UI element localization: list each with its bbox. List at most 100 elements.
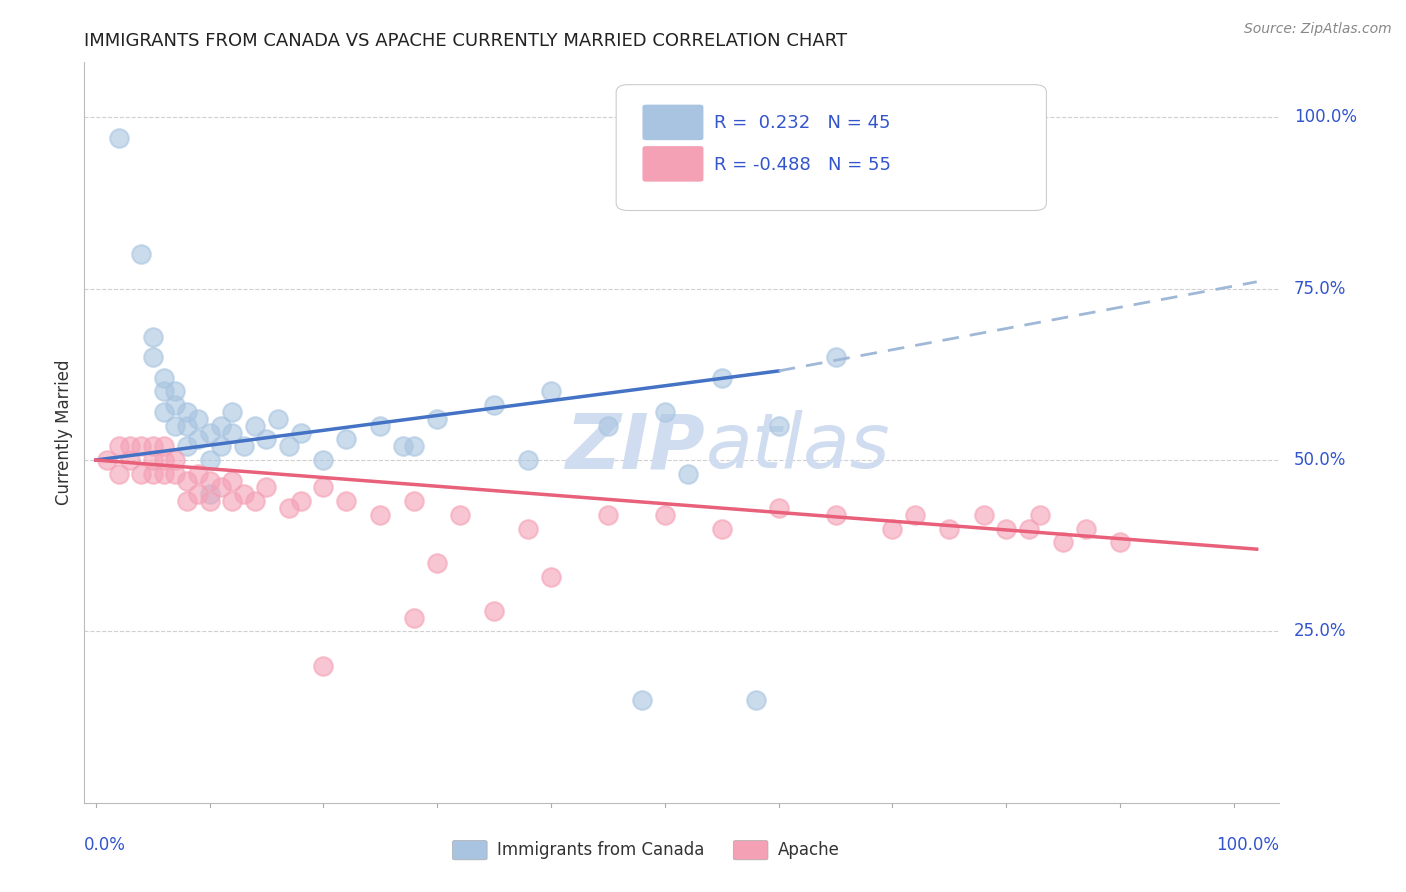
Point: [368, 508, 391, 522]
Point: [540, 569, 562, 583]
Point: [142, 453, 165, 467]
Point: [540, 384, 562, 399]
Point: [221, 494, 243, 508]
Point: [187, 487, 209, 501]
Point: [312, 658, 335, 673]
Point: [482, 604, 505, 618]
Point: [165, 384, 187, 399]
Point: [312, 453, 335, 467]
Text: 25.0%: 25.0%: [1294, 623, 1347, 640]
Text: atlas: atlas: [706, 410, 890, 484]
Point: [221, 474, 243, 488]
Point: [256, 480, 278, 494]
Point: [142, 329, 165, 343]
Point: [995, 522, 1018, 536]
Point: [710, 371, 733, 385]
Point: [118, 453, 141, 467]
Text: 100.0%: 100.0%: [1294, 108, 1357, 127]
Point: [107, 439, 129, 453]
Point: [198, 474, 221, 488]
Text: Source: ZipAtlas.com: Source: ZipAtlas.com: [1244, 22, 1392, 37]
Point: [209, 439, 232, 453]
Point: [938, 522, 960, 536]
Point: [165, 398, 187, 412]
Point: [290, 425, 312, 440]
Point: [768, 418, 790, 433]
Point: [153, 384, 176, 399]
Point: [243, 494, 266, 508]
Point: [176, 405, 198, 419]
Point: [426, 556, 449, 570]
Point: [165, 467, 187, 481]
Point: [107, 467, 129, 481]
Point: [198, 425, 221, 440]
Point: [1018, 522, 1040, 536]
Point: [1109, 535, 1132, 549]
Point: [107, 131, 129, 145]
Point: [335, 494, 357, 508]
Point: [129, 467, 152, 481]
Point: [142, 350, 165, 364]
Point: [176, 474, 198, 488]
Point: [404, 610, 426, 624]
Point: [676, 467, 699, 481]
Point: [267, 412, 290, 426]
Point: [209, 480, 232, 494]
Point: [631, 693, 654, 707]
Point: [1052, 535, 1074, 549]
FancyBboxPatch shape: [643, 146, 703, 182]
Point: [221, 425, 243, 440]
Point: [198, 453, 221, 467]
Point: [312, 480, 335, 494]
FancyBboxPatch shape: [734, 840, 768, 860]
Point: [232, 439, 254, 453]
Point: [142, 467, 165, 481]
Text: Apache: Apache: [778, 841, 839, 859]
Point: [165, 453, 187, 467]
Point: [654, 508, 676, 522]
Point: [153, 467, 176, 481]
Point: [209, 418, 232, 433]
Point: [96, 453, 118, 467]
Point: [973, 508, 995, 522]
FancyBboxPatch shape: [453, 840, 486, 860]
Text: R = -0.488   N = 55: R = -0.488 N = 55: [714, 155, 891, 174]
Point: [517, 453, 540, 467]
Point: [118, 439, 141, 453]
Point: [153, 439, 176, 453]
Point: [404, 439, 426, 453]
Text: 75.0%: 75.0%: [1294, 280, 1346, 298]
Text: R =  0.232   N = 45: R = 0.232 N = 45: [714, 114, 890, 132]
Point: [176, 439, 198, 453]
Point: [187, 433, 209, 447]
Text: IMMIGRANTS FROM CANADA VS APACHE CURRENTLY MARRIED CORRELATION CHART: IMMIGRANTS FROM CANADA VS APACHE CURRENT…: [84, 32, 848, 50]
FancyBboxPatch shape: [643, 104, 703, 140]
Point: [482, 398, 505, 412]
Point: [517, 522, 540, 536]
Point: [232, 487, 254, 501]
Point: [187, 412, 209, 426]
Point: [153, 453, 176, 467]
Text: 50.0%: 50.0%: [1294, 451, 1346, 469]
Point: [176, 494, 198, 508]
Point: [198, 494, 221, 508]
Point: [368, 418, 391, 433]
Text: Immigrants from Canada: Immigrants from Canada: [496, 841, 704, 859]
Point: [129, 439, 152, 453]
Point: [426, 412, 449, 426]
Point: [745, 693, 768, 707]
Point: [153, 371, 176, 385]
Point: [1029, 508, 1052, 522]
Y-axis label: Currently Married: Currently Married: [55, 359, 73, 506]
Point: [256, 433, 278, 447]
Point: [335, 433, 357, 447]
Point: [824, 350, 846, 364]
Point: [904, 508, 927, 522]
Point: [176, 418, 198, 433]
Point: [198, 487, 221, 501]
Point: [596, 418, 619, 433]
Point: [824, 508, 846, 522]
Point: [1074, 522, 1097, 536]
Point: [290, 494, 312, 508]
Point: [153, 405, 176, 419]
